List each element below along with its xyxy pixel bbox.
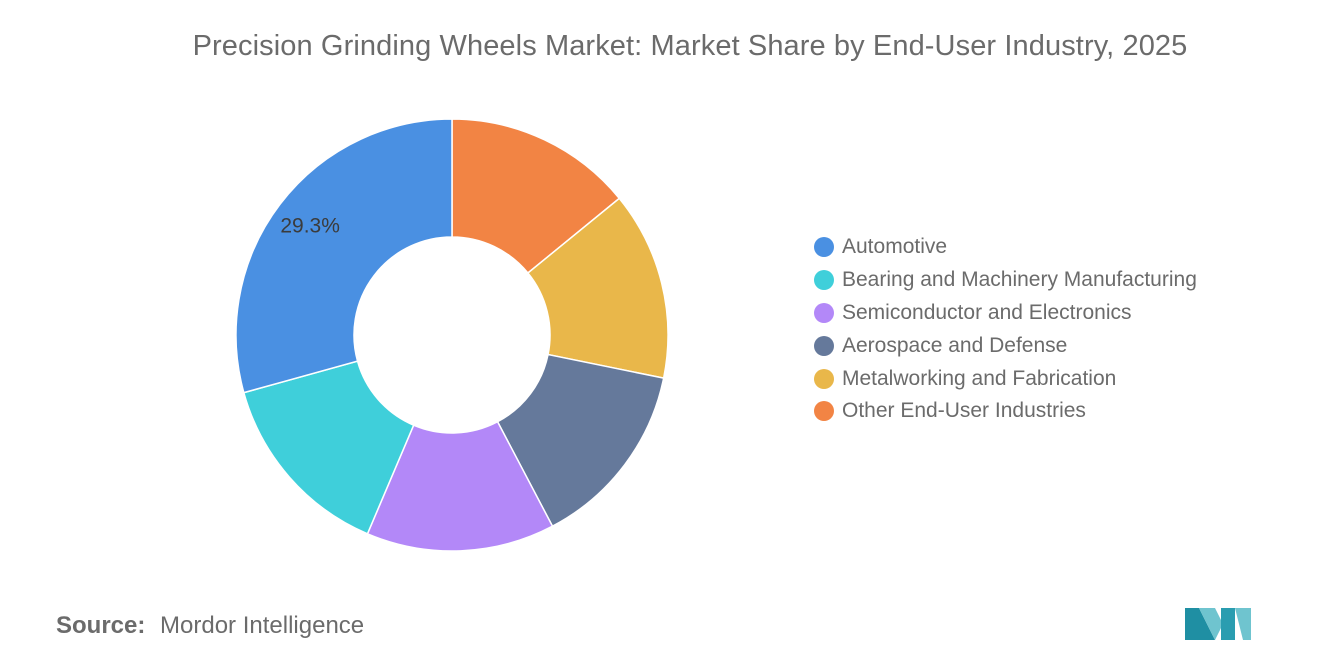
legend-item-bearing-and-machinery-manufacturing: Bearing and Machinery Manufacturing — [814, 264, 1197, 297]
slice-aerospace-and-defense — [496, 353, 665, 528]
legend-swatch — [814, 401, 834, 422]
slice-metalworking-and-fabrication — [526, 197, 669, 380]
slice-bearing-and-machinery-manufacturing — [242, 360, 415, 535]
legend-label: Metalworking and Fabrication — [842, 366, 1117, 390]
legend-item-metalworking-and-fabrication: Metalworking and Fabrication — [814, 362, 1197, 395]
slice-semiconductor-and-electronics — [366, 420, 554, 552]
legend-swatch — [814, 335, 834, 356]
legend-label: Semiconductor and Electronics — [842, 300, 1132, 324]
legend-label: Aerospace and Defense — [842, 333, 1068, 357]
legend-item-other-end-user-industries: Other End-User Industries — [814, 395, 1197, 428]
legend-item-automotive: Automotive — [814, 231, 1197, 264]
mordor-intelligence-logo-icon — [1185, 608, 1251, 640]
chart-legend: Automotive Bearing and Machinery Manufact… — [814, 231, 1197, 428]
source-text: Mordor Intelligence — [160, 612, 365, 639]
legend-label: Bearing and Machinery Manufacturing — [842, 268, 1197, 292]
legend-item-semiconductor-and-electronics: Semiconductor and Electronics — [814, 297, 1197, 330]
source-note: Source: Mordor Intelligence — [56, 612, 364, 640]
legend-swatch — [814, 270, 834, 291]
legend-label: Automotive — [842, 235, 948, 259]
legend-swatch — [814, 368, 834, 389]
slice-other-end-user-industries — [451, 118, 621, 275]
source-label: Source: — [56, 612, 146, 639]
legend-swatch — [814, 302, 834, 323]
legend-label: Other End-User Industries — [842, 399, 1086, 423]
slice-automotive — [235, 118, 453, 394]
data-label-automotive: 29.3% — [280, 215, 340, 238]
chart-title: Precision Grinding Wheels Market: Market… — [192, 30, 1188, 62]
legend-item-aerospace-and-defense: Aerospace and Defense — [814, 329, 1197, 362]
legend-swatch — [814, 237, 834, 258]
